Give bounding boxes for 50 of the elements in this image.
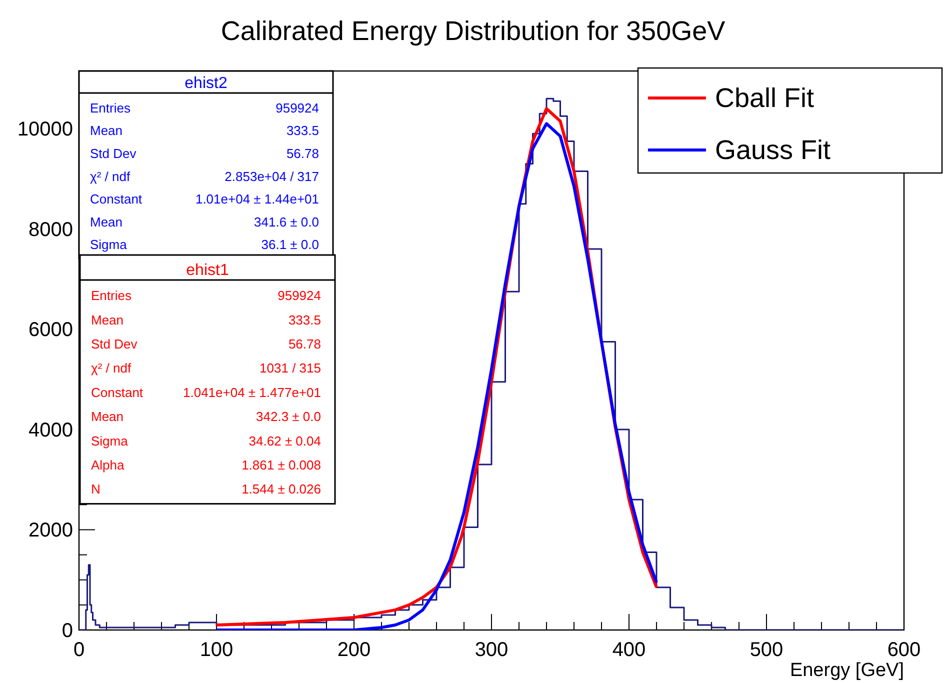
annotation: Mean bbox=[90, 214, 123, 230]
annotation: 959924 bbox=[276, 100, 319, 116]
x-axis-title: Energy [GeV] bbox=[790, 660, 904, 681]
annotation: 36.1 ± 0.0 bbox=[261, 237, 319, 252]
x-tick-label: 300 bbox=[474, 639, 508, 661]
annotation: 333.5 bbox=[286, 123, 319, 138]
annotation: 1031 / 315 bbox=[260, 360, 321, 376]
annotation: N bbox=[91, 482, 100, 497]
annotation: Mean bbox=[91, 312, 124, 328]
annotation: Entries bbox=[91, 288, 132, 304]
annotation: 1.544 ± 0.026 bbox=[242, 482, 321, 497]
y-tick-label: 0 bbox=[62, 620, 73, 642]
annotation: Constant bbox=[90, 192, 142, 207]
y-tick-label: 4000 bbox=[28, 419, 73, 442]
annotation: Mean bbox=[91, 409, 124, 424]
annotation: 1.041e+04 ± 1.477e+01 bbox=[183, 384, 321, 400]
annotation: Entries bbox=[90, 100, 131, 116]
y-tick-label: 10000 bbox=[17, 118, 73, 141]
x-tick-label: 600 bbox=[887, 639, 921, 661]
x-tick-label: 100 bbox=[200, 639, 234, 661]
x-tick-label: 400 bbox=[612, 639, 646, 661]
annotation: 1.01e+04 ± 1.44e+01 bbox=[195, 192, 319, 207]
annotation: Constant bbox=[91, 384, 144, 400]
y-tick-label: 8000 bbox=[28, 218, 73, 241]
x-tick-label: 200 bbox=[337, 639, 371, 661]
annotation: Mean bbox=[90, 123, 123, 138]
x-tick-label: 500 bbox=[750, 639, 784, 661]
chart-title: Calibrated Energy Distribution for 350GeV bbox=[220, 16, 726, 46]
annotation: 959924 bbox=[278, 288, 321, 304]
annotation: χ² / ndf bbox=[91, 360, 132, 376]
annotation: Alpha bbox=[91, 458, 126, 472]
annotation: 342.3 ± 0.0 bbox=[256, 409, 321, 424]
annotation: 56.78 bbox=[288, 336, 321, 352]
annotation: χ² / ndf bbox=[90, 168, 130, 184]
y-tick-label: 2000 bbox=[28, 520, 73, 542]
annotation: 1.861 ± 0.008 bbox=[242, 458, 321, 472]
annotation: 341.6 ± 0.0 bbox=[254, 214, 319, 230]
annotation: 2.853e+04 / 317 bbox=[224, 168, 319, 184]
annotation: 333.5 bbox=[288, 312, 321, 328]
annotation: Sigma bbox=[90, 237, 128, 252]
annotation: Sigma bbox=[91, 433, 129, 448]
annotation: ehist2 bbox=[184, 75, 228, 92]
annotation: Std Dev bbox=[90, 146, 137, 161]
annotation: 34.62 ± 0.04 bbox=[248, 433, 321, 448]
annotation: ehist1 bbox=[186, 262, 229, 279]
annotation: Std Dev bbox=[91, 336, 138, 352]
annotation: 56.78 bbox=[286, 146, 319, 161]
legend-label: Cball Fit bbox=[715, 83, 815, 113]
y-tick-label: 6000 bbox=[28, 319, 73, 342]
legend-label: Gauss Fit bbox=[715, 135, 832, 165]
